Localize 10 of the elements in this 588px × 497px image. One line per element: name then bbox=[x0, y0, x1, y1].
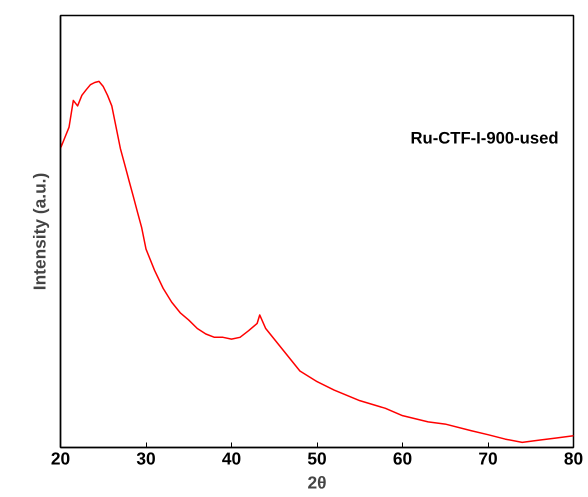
x-axis-title: 2θ bbox=[308, 472, 327, 492]
text: Ru-CTF-I-900-used bbox=[410, 128, 559, 148]
x-tick-label: 50 bbox=[307, 448, 327, 468]
x-tick-label: 40 bbox=[222, 448, 242, 468]
x-tick-label: 30 bbox=[136, 448, 156, 468]
x-tick-label: 70 bbox=[478, 448, 498, 468]
x-tick-label: 20 bbox=[50, 448, 70, 468]
x-tick-label: 80 bbox=[564, 448, 584, 468]
x-tick-label: 60 bbox=[392, 448, 412, 468]
y-axis-title: Intensity (a.u.) bbox=[30, 172, 50, 290]
